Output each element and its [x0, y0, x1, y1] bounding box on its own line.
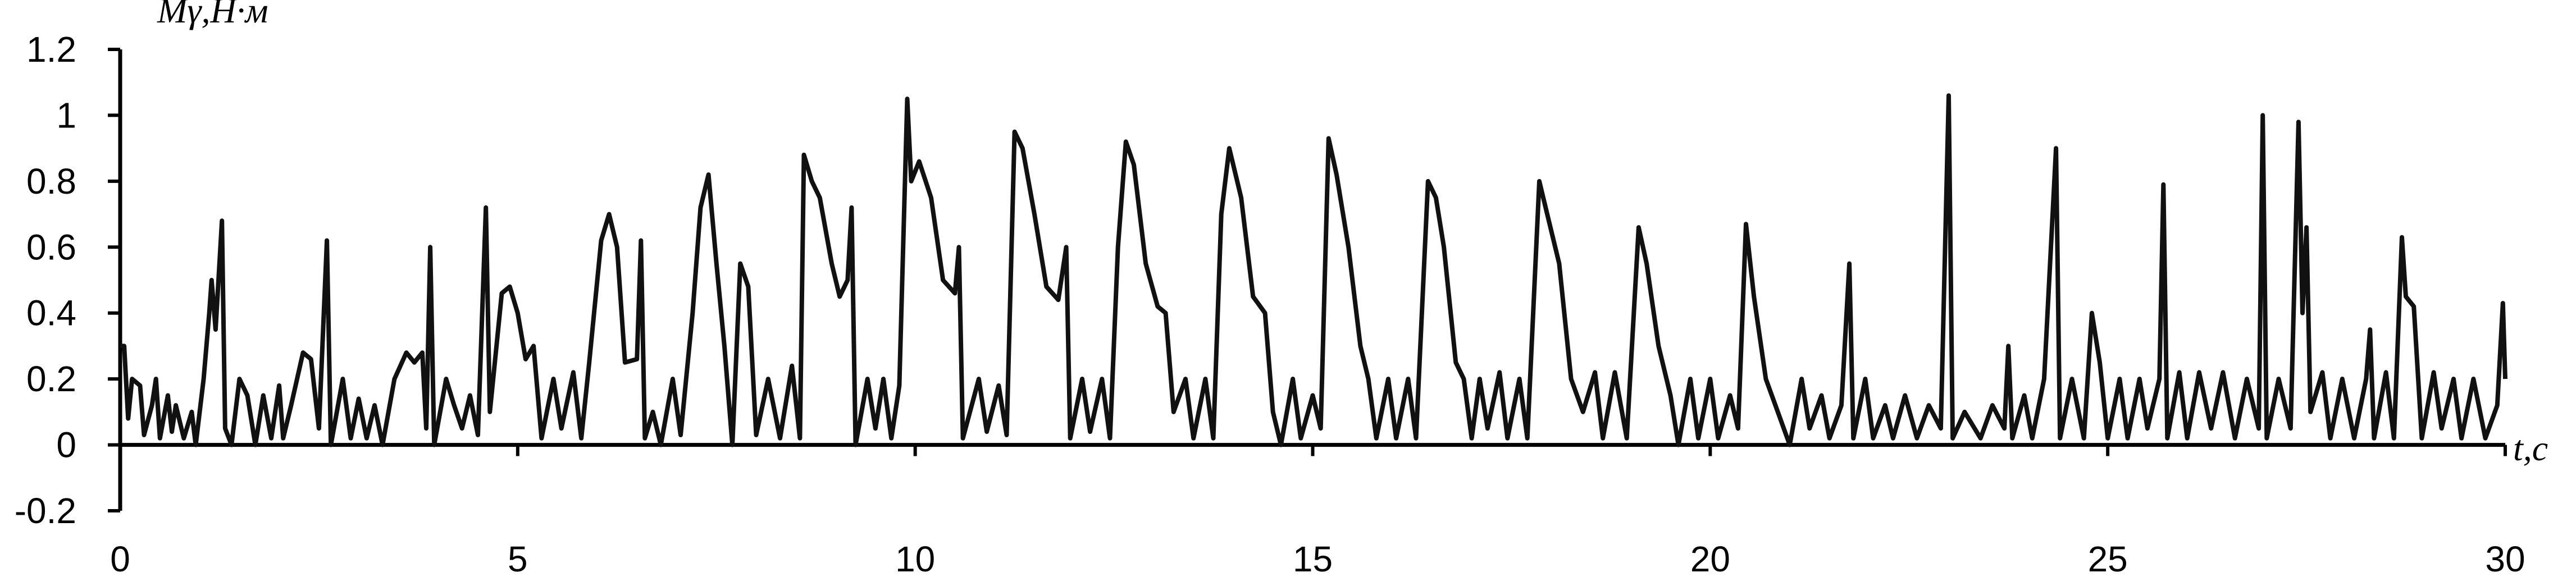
- y-axis-label: Mγ,Н·м: [157, 0, 268, 30]
- y-tick-label: -0.2: [15, 491, 76, 531]
- y-tick-label: 1.2: [26, 29, 76, 70]
- x-tick-label: 30: [2485, 539, 2525, 577]
- x-tick-label: 25: [2088, 539, 2128, 577]
- x-tick-label: 5: [508, 539, 528, 577]
- y-tick-label: 0.2: [26, 359, 76, 399]
- data-line: [120, 93, 2507, 447]
- y-tick-label: 1: [56, 95, 76, 135]
- y-tick-label: 0.6: [26, 227, 76, 267]
- x-axis-label: t,с: [2513, 428, 2548, 468]
- x-tick-label: 15: [1293, 539, 1333, 577]
- y-tick-label: 0: [56, 425, 76, 465]
- x-tick-label: 0: [110, 539, 130, 577]
- x-tick-label: 10: [895, 539, 935, 577]
- y-tick-label: 0.4: [26, 293, 76, 333]
- x-tick-label: 20: [1690, 539, 1730, 577]
- y-tick-label: 0.8: [26, 161, 76, 202]
